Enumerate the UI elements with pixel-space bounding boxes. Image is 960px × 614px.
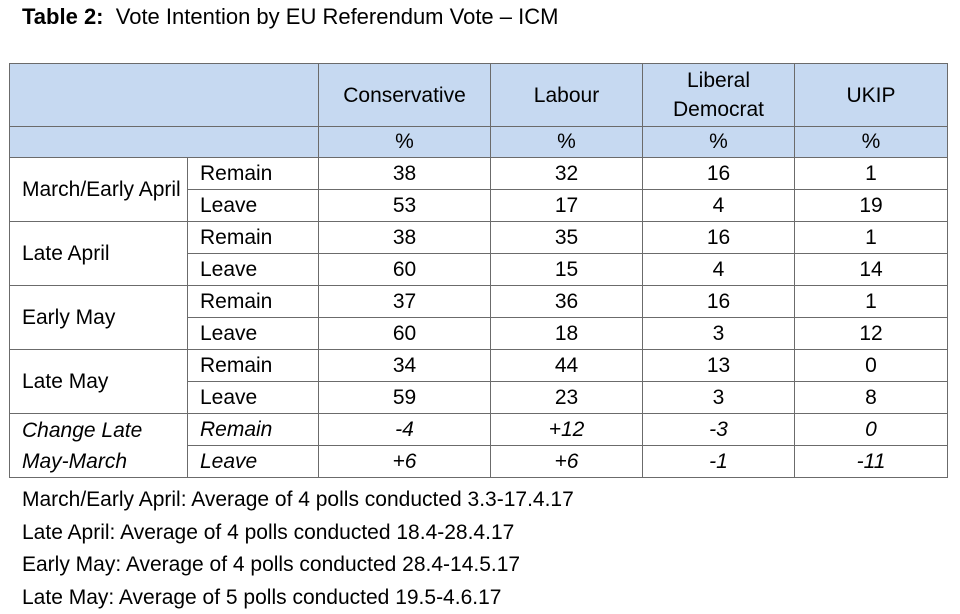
col-header-conservative: Conservative bbox=[319, 64, 491, 127]
vote-label: Remain bbox=[188, 222, 319, 254]
value-cell: 0 bbox=[795, 414, 948, 446]
vote-intention-table: Conservative Labour Liberal Democrat UKI… bbox=[9, 63, 948, 478]
value-cell: 1 bbox=[795, 158, 948, 190]
value-cell: 15 bbox=[491, 254, 643, 286]
value-cell: 60 bbox=[319, 254, 491, 286]
period-label: Early May bbox=[10, 286, 188, 350]
vote-label: Leave bbox=[188, 254, 319, 286]
value-cell: -4 bbox=[319, 414, 491, 446]
vote-label: Leave bbox=[188, 318, 319, 350]
unit-cell: % bbox=[795, 127, 948, 158]
unit-blank-cell bbox=[10, 127, 319, 158]
header-row: Conservative Labour Liberal Democrat UKI… bbox=[10, 64, 948, 127]
vote-label: Leave bbox=[188, 446, 319, 478]
value-cell: 14 bbox=[795, 254, 948, 286]
period-label: Late April bbox=[10, 222, 188, 286]
value-cell: +6 bbox=[491, 446, 643, 478]
value-cell: 19 bbox=[795, 190, 948, 222]
value-cell: 1 bbox=[795, 286, 948, 318]
value-cell: 34 bbox=[319, 350, 491, 382]
value-cell: 53 bbox=[319, 190, 491, 222]
value-cell: -11 bbox=[795, 446, 948, 478]
unit-cell: % bbox=[319, 127, 491, 158]
note-line: Early May: Average of 4 polls conducted … bbox=[22, 549, 574, 582]
value-cell: 17 bbox=[491, 190, 643, 222]
value-cell: 1 bbox=[795, 222, 948, 254]
value-cell: 23 bbox=[491, 382, 643, 414]
value-cell: +12 bbox=[491, 414, 643, 446]
value-cell: 12 bbox=[795, 318, 948, 350]
note-line: Late April: Average of 4 polls conducted… bbox=[22, 517, 574, 550]
value-cell: 37 bbox=[319, 286, 491, 318]
value-cell: 38 bbox=[319, 222, 491, 254]
value-cell: 35 bbox=[491, 222, 643, 254]
table-caption: Vote Intention by EU Referendum Vote – I… bbox=[116, 4, 559, 29]
value-cell: 16 bbox=[643, 158, 795, 190]
value-cell: 3 bbox=[643, 318, 795, 350]
value-cell: 4 bbox=[643, 254, 795, 286]
col-header-ukip: UKIP bbox=[795, 64, 948, 127]
period-label: Change Late May-March bbox=[10, 414, 188, 478]
unit-cell: % bbox=[643, 127, 795, 158]
value-cell: -3 bbox=[643, 414, 795, 446]
value-cell: 18 bbox=[491, 318, 643, 350]
value-cell: 16 bbox=[643, 286, 795, 318]
value-cell: -1 bbox=[643, 446, 795, 478]
value-cell: 32 bbox=[491, 158, 643, 190]
note-line: Late May: Average of 5 polls conducted 1… bbox=[22, 582, 574, 614]
vote-label: Remain bbox=[188, 286, 319, 318]
value-cell: +6 bbox=[319, 446, 491, 478]
value-cell: 44 bbox=[491, 350, 643, 382]
vote-label: Leave bbox=[188, 190, 319, 222]
note-line: March/Early April: Average of 4 polls co… bbox=[22, 484, 574, 517]
value-cell: 38 bbox=[319, 158, 491, 190]
vote-label: Remain bbox=[188, 350, 319, 382]
col-header-liberal-democrat: Liberal Democrat bbox=[643, 64, 795, 127]
vote-label: Leave bbox=[188, 382, 319, 414]
col-header-labour: Labour bbox=[491, 64, 643, 127]
vote-label: Remain bbox=[188, 414, 319, 446]
value-cell: 60 bbox=[319, 318, 491, 350]
notes: March/Early April: Average of 4 polls co… bbox=[22, 484, 574, 614]
header-blank-cell bbox=[10, 64, 319, 127]
value-cell: 16 bbox=[643, 222, 795, 254]
vote-label: Remain bbox=[188, 158, 319, 190]
unit-cell: % bbox=[491, 127, 643, 158]
unit-row: % % % % bbox=[10, 127, 948, 158]
value-cell: 59 bbox=[319, 382, 491, 414]
period-label: Late May bbox=[10, 350, 188, 414]
value-cell: 8 bbox=[795, 382, 948, 414]
table-number: Table 2: bbox=[22, 4, 104, 29]
value-cell: 3 bbox=[643, 382, 795, 414]
value-cell: 4 bbox=[643, 190, 795, 222]
value-cell: 13 bbox=[643, 350, 795, 382]
value-cell: 0 bbox=[795, 350, 948, 382]
table-title: Table 2: Vote Intention by EU Referendum… bbox=[22, 4, 558, 30]
value-cell: 36 bbox=[491, 286, 643, 318]
period-label: March/Early April bbox=[10, 158, 188, 222]
